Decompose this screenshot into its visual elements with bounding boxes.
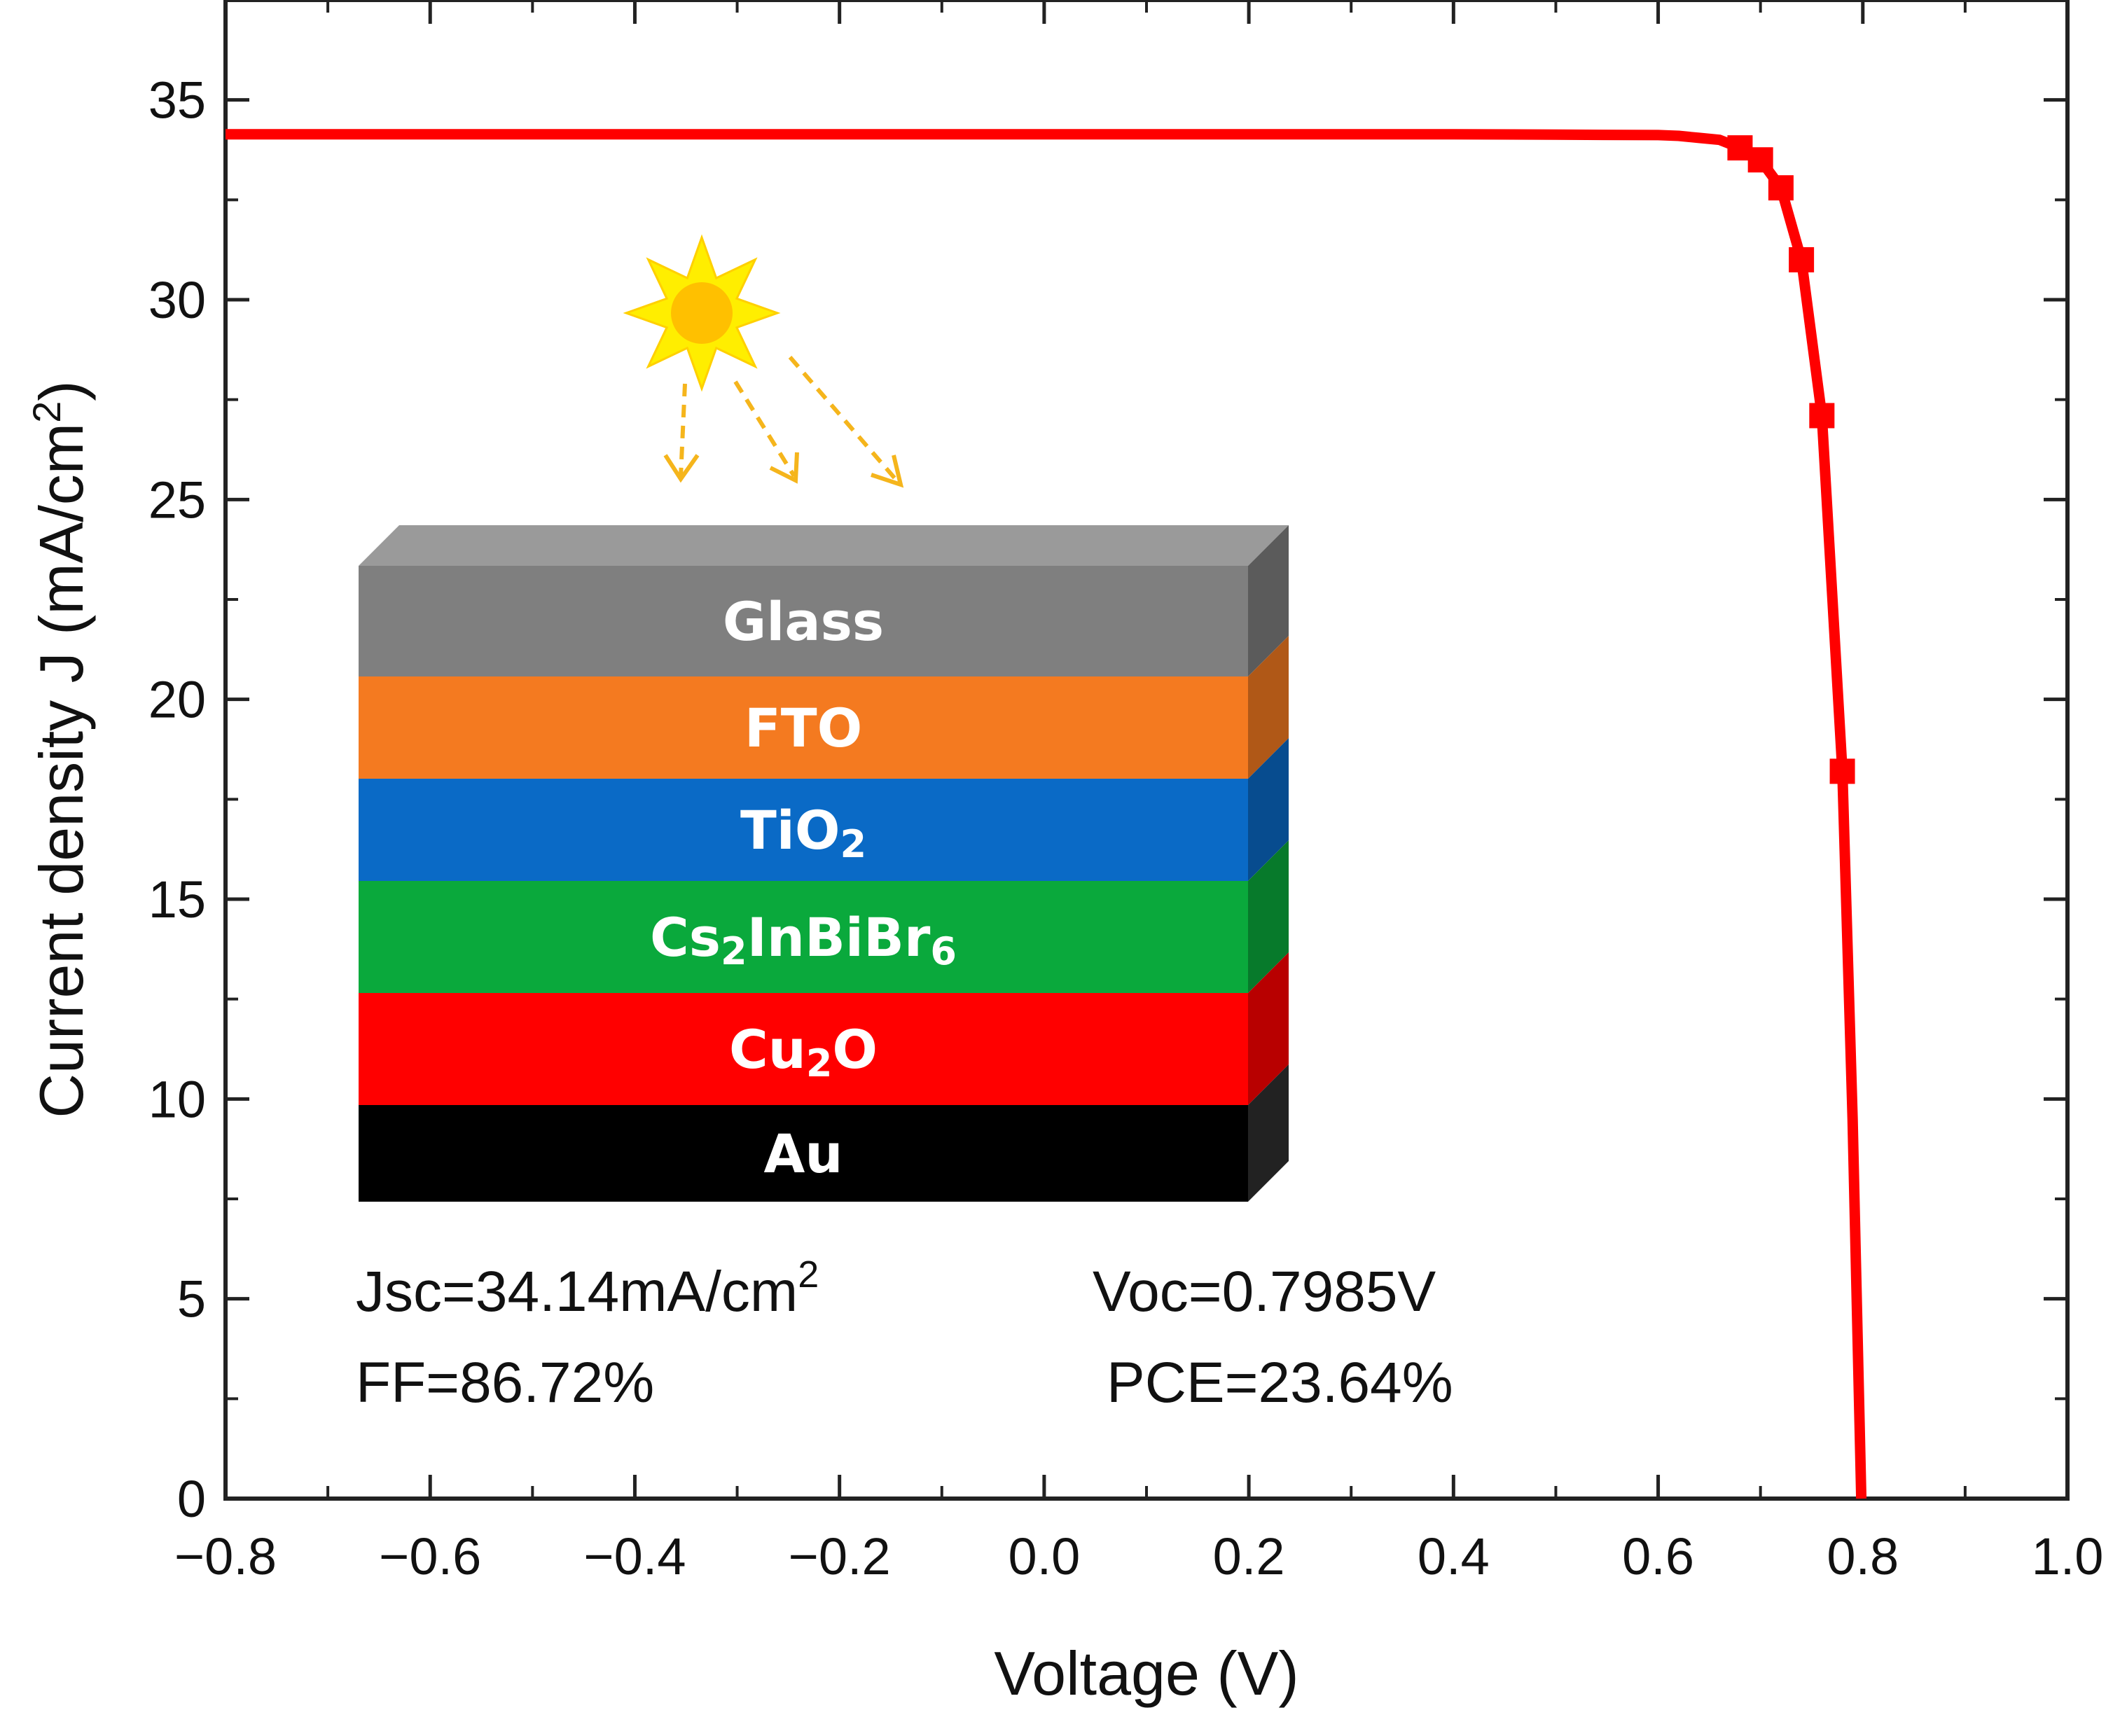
- layer-side-face: [1248, 738, 1289, 881]
- axis-ticks: [223, 0, 2070, 1501]
- ff-annotation: FF=86.72%: [356, 1351, 654, 1415]
- layer-side-face: [1248, 840, 1289, 993]
- layer-label: Glass: [723, 590, 884, 653]
- y-axis-title-sup: 2: [25, 401, 69, 423]
- layer-label: Au: [764, 1123, 843, 1185]
- jsc-annotation: Jsc=34.14mA/cm2: [356, 1254, 819, 1324]
- sun-icon: [623, 234, 781, 392]
- layer-front-face: [359, 566, 1248, 676]
- data-point-marker: [1829, 758, 1855, 784]
- x-tick-label: −0.6: [379, 1527, 481, 1585]
- layer-label: Cu2O: [729, 1018, 878, 1085]
- y-axis-title-main: Current density J (mA/cm: [27, 423, 96, 1118]
- data-point-marker: [1747, 147, 1773, 173]
- y-tick-label: 35: [148, 71, 206, 130]
- x-tick-label: 0.2: [1213, 1527, 1285, 1585]
- y-tick-label: 5: [177, 1270, 206, 1328]
- x-tick-label: −0.8: [174, 1527, 277, 1585]
- layer-side-face: [1248, 952, 1289, 1105]
- layer-side-face: [1248, 636, 1289, 779]
- axis-tick-labels: −0.8 −0.6 −0.4 −0.2 0.0 0.2 0.4 0.6 0.8 1.0 0 5 10 15…: [148, 71, 2104, 1585]
- layer-label: FTO: [744, 697, 862, 759]
- layer-front-face: [359, 779, 1248, 881]
- y-tick-label: 20: [148, 671, 206, 729]
- y-tick-label: 30: [148, 271, 206, 329]
- x-tick-label: 0.6: [1622, 1527, 1694, 1585]
- stack-top-face: [359, 525, 1289, 566]
- layer-side-face: [1248, 1064, 1289, 1202]
- layer-label: Cs2InBiBr6: [650, 906, 957, 973]
- x-tick-label: −0.4: [583, 1527, 686, 1585]
- layer-label: TiO2: [740, 799, 866, 866]
- layer-front-face: [359, 676, 1248, 779]
- device-stack-inset: Glass FTO TiO2 Cs2InBiBr6 Cu2O Au: [359, 525, 1289, 1202]
- x-tick-label: 0.8: [1827, 1527, 1899, 1585]
- x-tick-label: 1.0: [2032, 1527, 2104, 1585]
- layer-front-face: [359, 881, 1248, 993]
- y-tick-label: 15: [148, 870, 206, 929]
- y-tick-label: 10: [148, 1070, 206, 1128]
- layer-front-face: [359, 1105, 1248, 1202]
- series-layer: [226, 129, 1867, 1499]
- data-point-marker: [1789, 246, 1815, 272]
- voc-annotation: Voc=0.7985V: [1093, 1260, 1436, 1324]
- y-axis-title: Current density J (mA/cm2): [25, 380, 96, 1118]
- x-axis-title: Voltage (V): [994, 1639, 1298, 1708]
- y-tick-label: 25: [148, 471, 206, 529]
- light-ray-arrows: [663, 356, 904, 488]
- x-tick-label: 0.4: [1418, 1527, 1490, 1585]
- y-tick-label: 0: [177, 1470, 206, 1528]
- layer-side-face: [1248, 525, 1289, 676]
- x-tick-label: −0.2: [789, 1527, 891, 1585]
- data-point-marker: [1768, 175, 1794, 201]
- layer-front-face: [359, 993, 1248, 1105]
- x-tick-label: 0.0: [1008, 1527, 1080, 1585]
- pce-annotation: PCE=23.64%: [1107, 1351, 1453, 1415]
- y-axis-title-end: ): [27, 380, 96, 401]
- data-point-marker: [1809, 403, 1835, 429]
